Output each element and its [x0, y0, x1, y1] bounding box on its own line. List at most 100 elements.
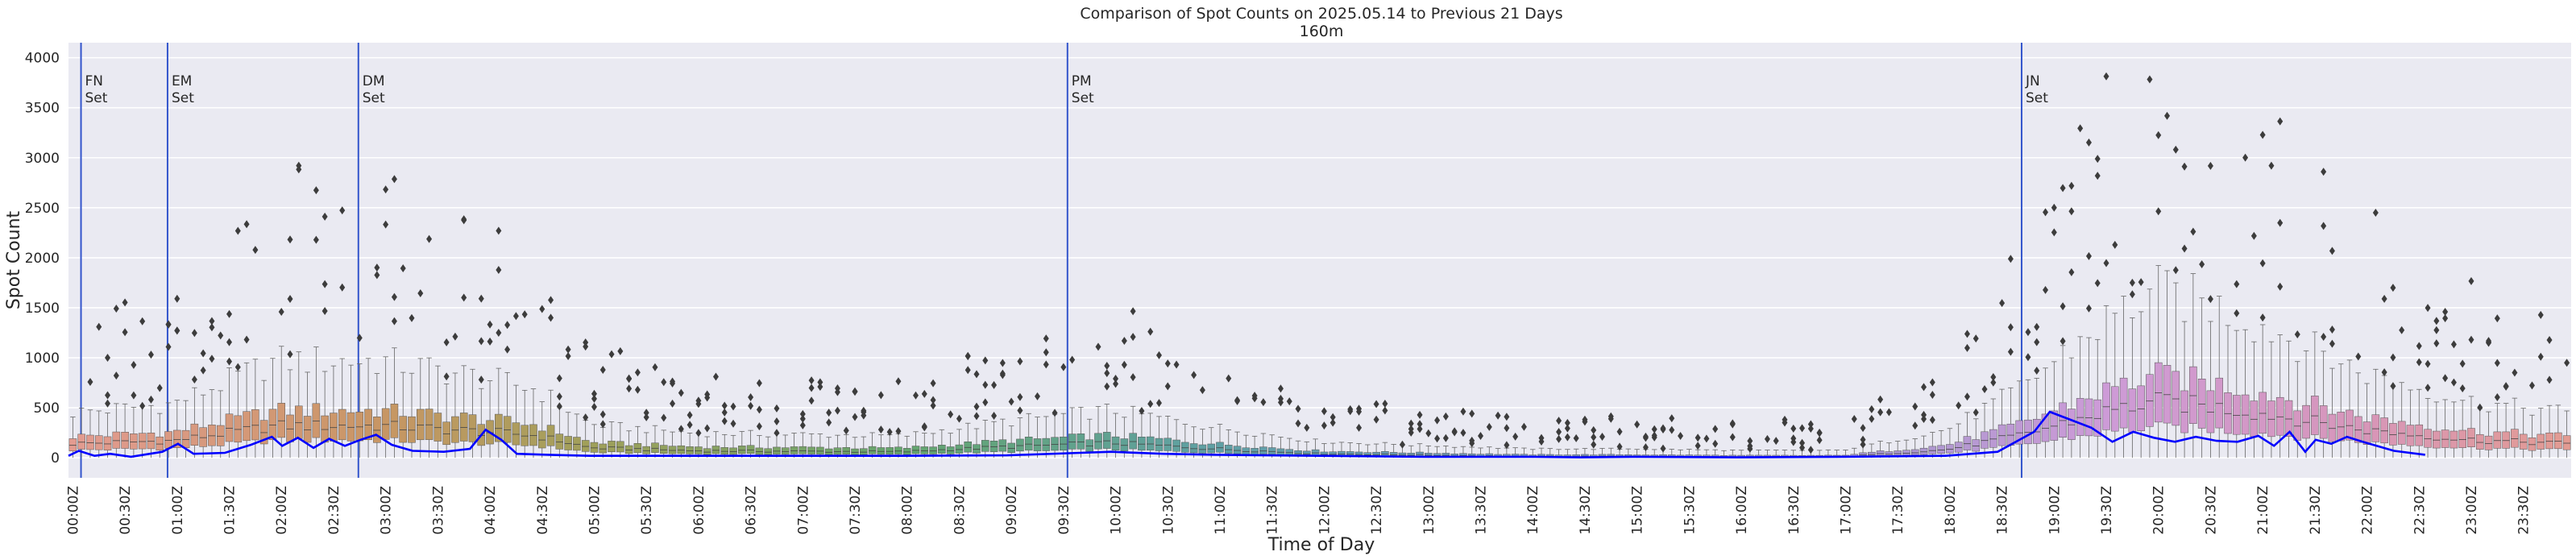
box-mark: [2206, 321, 2215, 458]
outlier-marker: [2034, 338, 2040, 346]
box-mark: [2180, 321, 2188, 458]
outlier-marker: [1520, 422, 1527, 431]
outlier-marker: [1860, 435, 1866, 444]
box-mark: [390, 347, 399, 458]
outlier-marker: [999, 359, 1006, 367]
box-mark: [2311, 331, 2319, 458]
box-body: [2180, 390, 2188, 433]
outlier-marker: [1790, 424, 1797, 433]
box-mark: [1138, 413, 1146, 458]
outlier-marker: [678, 388, 684, 397]
x-tick-label: 12:00Z: [1317, 486, 1333, 535]
box-mark: [2380, 375, 2388, 458]
box-body: [781, 447, 790, 455]
box-body: [2206, 390, 2215, 433]
x-tick-label: 03:30Z: [430, 486, 446, 535]
outlier-marker: [886, 428, 893, 437]
outlier-marker: [583, 338, 589, 347]
box-body: [911, 446, 920, 454]
box-mark: [2050, 361, 2059, 458]
box-body: [2371, 414, 2380, 442]
outlier-marker: [670, 377, 676, 386]
outlier-marker: [1799, 424, 1806, 433]
outlier-marker: [1469, 439, 1475, 448]
box-body: [1085, 439, 1093, 452]
y-tick-label: 3000: [25, 151, 60, 167]
outlier-marker: [131, 360, 137, 369]
box-body: [1894, 450, 1902, 456]
box-body: [2154, 362, 2163, 423]
outlier-marker: [1234, 396, 1241, 404]
outlier-marker: [2259, 131, 2266, 139]
box-body: [173, 429, 181, 448]
outlier-marker: [2321, 222, 2327, 230]
box-mark: [112, 403, 121, 458]
outlier-marker: [704, 393, 711, 402]
outlier-marker: [1660, 444, 1666, 453]
box-mark: [2093, 338, 2102, 458]
outlier-marker: [2503, 382, 2509, 391]
box-series: [68, 265, 2571, 458]
box-body: [773, 446, 781, 454]
box-body: [321, 415, 329, 443]
outlier-marker: [1556, 434, 1562, 443]
box-body: [738, 446, 746, 454]
box-mark: [2337, 363, 2345, 458]
outlier-marker: [913, 391, 919, 400]
outlier-marker: [2433, 317, 2440, 326]
box-mark: [1989, 398, 1997, 458]
outlier-marker: [956, 414, 962, 423]
box-body: [1129, 433, 1137, 450]
box-body: [495, 413, 503, 442]
box-body: [121, 431, 129, 449]
outlier-marker: [1607, 412, 1614, 421]
outlier-marker: [2112, 240, 2118, 249]
outlier-marker: [591, 394, 597, 403]
outlier-marker: [218, 331, 224, 340]
outlier-marker: [1139, 406, 1145, 415]
box-body: [103, 436, 112, 450]
box-body: [2215, 377, 2223, 429]
box-mark: [2154, 265, 2163, 458]
box-body: [1381, 451, 1389, 456]
box-mark: [1129, 405, 1137, 458]
outlier-marker: [2172, 145, 2179, 154]
box-mark: [938, 429, 946, 458]
outlier-marker: [426, 234, 433, 243]
outlier-marker: [2259, 259, 2266, 268]
outlier-marker: [2129, 290, 2135, 299]
box-body: [225, 413, 234, 442]
outlier-marker: [1956, 401, 1962, 410]
outlier-marker: [643, 413, 649, 421]
outlier-marker: [383, 220, 389, 229]
box-body: [268, 409, 277, 441]
box-body: [2093, 399, 2102, 437]
box-mark: [2493, 403, 2502, 458]
outlier-marker: [252, 246, 259, 255]
x-tick-label: 05:30Z: [639, 486, 655, 535]
box-mark: [573, 413, 581, 458]
x-tick-label: 01:00Z: [170, 486, 186, 535]
box-mark: [851, 437, 859, 458]
outlier-marker: [652, 363, 658, 371]
outlier-marker: [487, 320, 493, 329]
outlier-marker: [1591, 425, 1597, 434]
outlier-marker: [1712, 439, 1719, 448]
box-mark: [668, 431, 677, 458]
outlier-marker: [1286, 397, 1292, 406]
outlier-marker: [478, 294, 484, 303]
box-body: [807, 446, 815, 454]
box-body: [2545, 432, 2553, 450]
x-tick-label: 09:30Z: [1056, 486, 1072, 535]
outlier-marker: [2025, 328, 2031, 337]
outlier-marker: [1043, 334, 1049, 343]
box-body: [1172, 439, 1180, 452]
outlier-marker: [1869, 404, 1875, 413]
outlier-marker: [96, 322, 102, 331]
outlier-marker: [400, 263, 406, 272]
outlier-marker: [626, 384, 633, 393]
box-body: [1207, 443, 1215, 454]
x-tick-label: 13:00Z: [1421, 486, 1437, 535]
outlier-marker: [156, 384, 163, 392]
box-body: [399, 416, 407, 443]
